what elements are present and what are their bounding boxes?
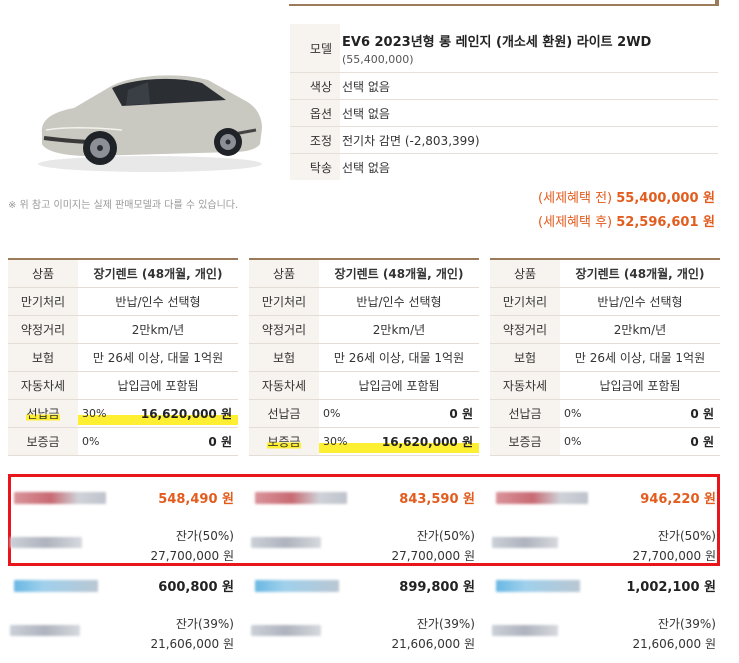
image-disclaimer: ※ 위 참고 이미지는 실제 판매모델과 다를 수 있습니다. [8,200,239,211]
lender-name-blurred [492,537,558,548]
lender-name-blurred [251,625,321,636]
quote-bottom-1[interactable]: 600,800 원 잔가(39%) 21,606,000 원 [10,570,240,651]
deposit-highlight: 30% 16,620,000 원 [319,428,479,455]
consign-value: 선택 없음 [342,160,390,175]
quote-top-1[interactable]: 548,490 원 잔가(50%) 27,700,000 원 [10,482,240,563]
spec-row-option: 옵션 선택 없음 [290,99,718,126]
option-value: 선택 없음 [342,106,390,121]
spec-table: 모델 EV6 2023년형 롱 레인지 (개소세 환원) 라이트 2WD (55… [290,24,718,180]
product-value: 장기렌트 (48개월, 개인) [93,267,223,281]
car-image [38,75,262,172]
model-name: EV6 2023년형 롱 레인지 (개소세 환원) 라이트 2WD [342,34,652,50]
spec-row-color: 색상 선택 없음 [290,72,718,99]
lender-name-blurred [492,625,558,636]
prepay-highlight: 30% 16,620,000 원 [78,400,238,427]
lender-logo-blurred [496,580,580,592]
option-table-2: 상품 장기렌트 (48개월, 개인) 만기처리 반납/인수 선택형 약정거리 2만km… [249,258,479,456]
color-value: 선택 없음 [342,79,390,94]
lender-name-blurred [10,537,82,548]
spec-row-consign: 탁송 선택 없음 [290,153,718,180]
lender-logo-blurred [14,580,98,592]
lender-logo-blurred [255,580,339,592]
spec-label: 모델 [290,24,340,72]
quote-bottom-3[interactable]: 1,002,100 원 잔가(39%) 21,606,000 원 [492,570,722,651]
spec-label: 탁송 [290,154,340,180]
spec-label: 색상 [290,73,340,99]
option-table-3: 상품 장기렌트 (48개월, 개인) 만기처리 반납/인수 선택형 약정거리 2만km… [490,258,720,456]
option-table-1: 상품 장기렌트 (48개월, 개인) 만기처리 반납/인수 선택형 약정거리 2만km… [8,258,238,456]
lender-logo-blurred [496,492,588,504]
lender-logo-blurred [14,492,106,504]
quote-top-2[interactable]: 843,590 원 잔가(50%) 27,700,000 원 [251,482,481,563]
price-before-tax-benefit: (세제혜택 전) 55,400,000 원 [538,191,715,206]
lender-logo-blurred [255,492,347,504]
adjust-value: 전기차 감면 (-2,803,399) [342,133,480,148]
quote-bottom-2[interactable]: 899,800 원 잔가(39%) 21,606,000 원 [251,570,481,651]
lender-name-blurred [251,537,321,548]
spec-row-model: 모델 EV6 2023년형 롱 레인지 (개소세 환원) 라이트 2WD (55… [290,24,718,72]
spec-label: 옵션 [290,100,340,126]
spec-label: 조정 [290,127,340,153]
quote-top-3[interactable]: 946,220 원 잔가(50%) 27,700,000 원 [492,482,722,563]
product-value: 장기렌트 (48개월, 개인) [575,267,705,281]
product-value: 장기렌트 (48개월, 개인) [334,267,464,281]
highlighted-quote-box [8,474,720,566]
lender-name-blurred [10,625,80,636]
spec-row-adjust: 조정 전기차 감면 (-2,803,399) [290,126,718,153]
top-divider [289,0,719,6]
model-price: (55,400,000) [342,52,414,66]
price-after-tax-benefit: (세제혜택 후) 52,596,601 원 [538,215,715,230]
